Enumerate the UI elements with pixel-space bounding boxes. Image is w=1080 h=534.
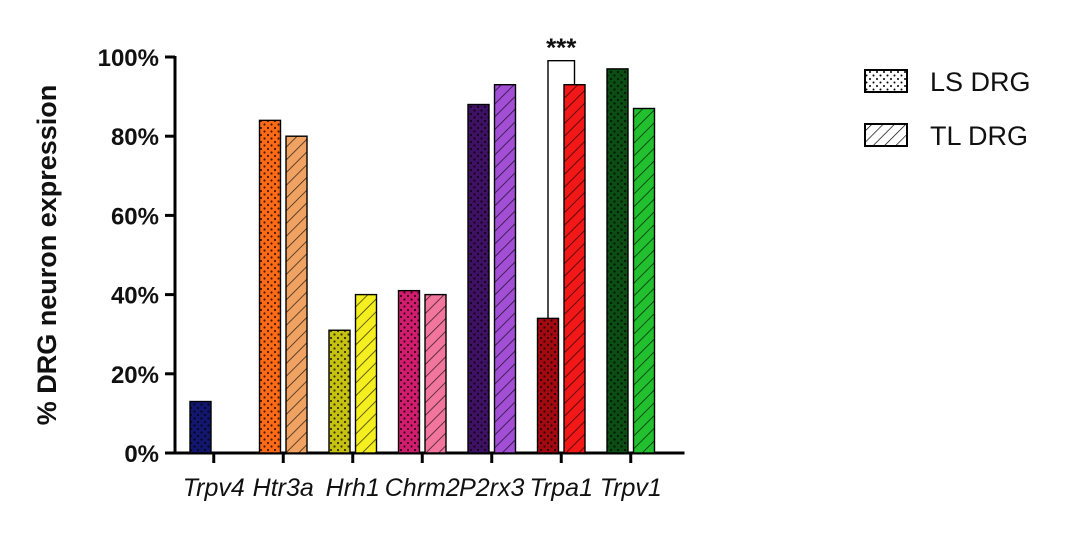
- legend-swatch-tl-drg: [864, 123, 908, 147]
- bar-tl-drg-chrm2: [424, 293, 447, 454]
- x-axis: Trpv4 Htr3a Hrh1 Chrm2 P2rx3 Trpa1 Trpv1: [173, 451, 685, 502]
- bar-tl-drg-trpa1: [563, 84, 586, 454]
- bar-ls-drg-p2rx3: [467, 103, 490, 454]
- y-tick-label: 0%: [124, 441, 159, 468]
- x-tick-label-trpa1: Trpa1: [530, 474, 593, 502]
- x-tick-label-trpv4: Trpv4: [183, 474, 245, 502]
- legend-label-ls-drg: LS DRG: [930, 67, 1031, 97]
- x-tick-label-p2rx3: P2rx3: [459, 474, 524, 502]
- bar-ls-drg-chrm2: [397, 289, 421, 454]
- y-tick-label: 20%: [111, 362, 159, 389]
- bar-tl-drg-htr3a: [285, 135, 308, 454]
- y-axis-title: % DRG neuron expression: [32, 85, 62, 426]
- bar-ls-drg-hrh1: [328, 329, 351, 454]
- x-tick-label-hrh1: Hrh1: [326, 474, 380, 502]
- y-tick-label: 40%: [111, 283, 159, 310]
- bar-tl-drg-hrh1: [354, 293, 378, 454]
- bar-ls-drg-trpa1: [536, 317, 560, 454]
- bar-tl-drg-trpv1: [632, 107, 656, 454]
- bar-ls-drg-trpv1: [606, 68, 629, 454]
- bar-ls-drg-trpv4: [189, 400, 212, 454]
- y-tick-label: 60%: [111, 203, 159, 230]
- legend-swatch-ls-drg: [864, 69, 908, 93]
- x-tick-label-trpv1: Trpv1: [600, 474, 662, 502]
- bar-ls-drg-htr3a: [258, 119, 282, 454]
- legend: LS DRG TL DRG: [864, 67, 1031, 151]
- y-tick-label: 100%: [98, 45, 159, 72]
- x-tick-label-htr3a: Htr3a: [253, 474, 314, 502]
- significance-annotations: ***: [546, 33, 577, 319]
- legend-label-tl-drg: TL DRG: [930, 121, 1028, 151]
- significance-trpa1: ***: [546, 33, 577, 319]
- bar-tl-drg-p2rx3: [493, 84, 517, 454]
- y-axis: 0% 20% 40% 60% 80% 100%: [98, 45, 177, 468]
- x-tick-label-chrm2: Chrm2: [385, 474, 460, 502]
- significance-label: ***: [546, 33, 577, 63]
- bars: [189, 68, 656, 454]
- y-tick-label: 80%: [111, 124, 159, 151]
